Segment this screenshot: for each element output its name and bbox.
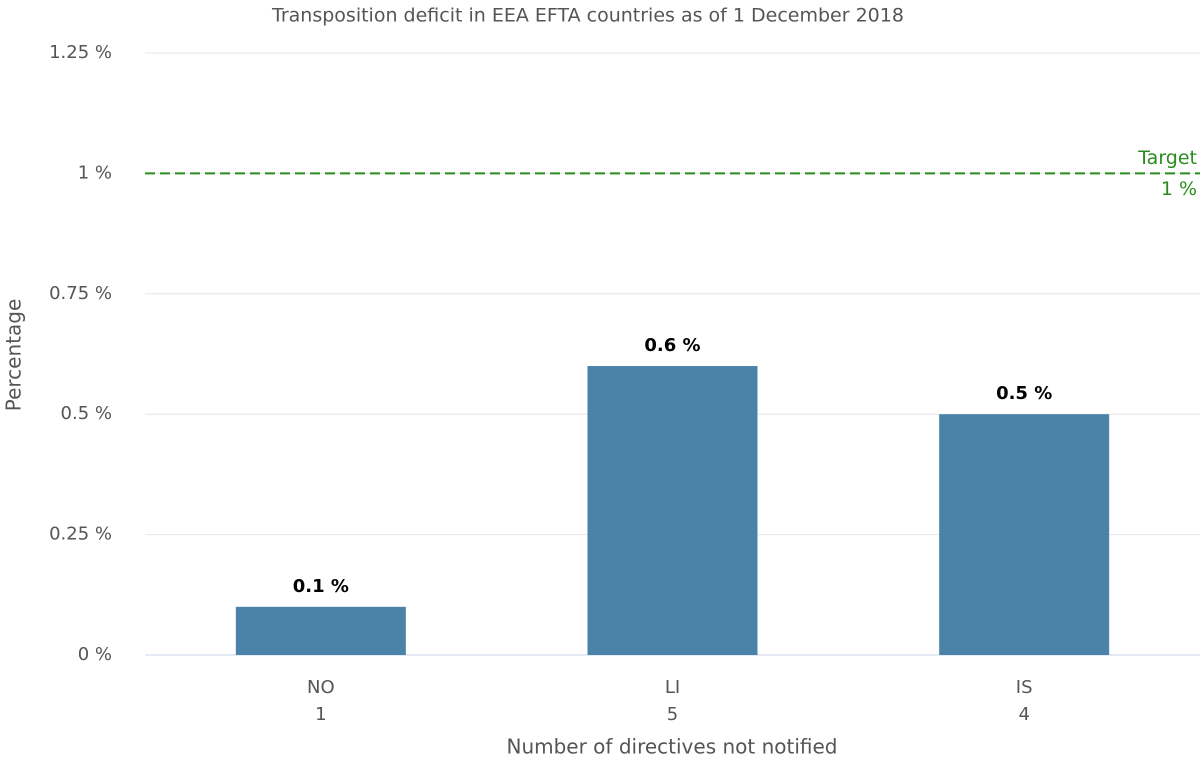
x-axis-title: Number of directives not notified	[506, 735, 837, 759]
y-tick-label: 0 %	[78, 644, 112, 665]
y-tick-label: 1.25 %	[49, 42, 112, 63]
x-tick-sublabel: 1	[315, 704, 326, 725]
y-axis-title: Percentage	[2, 299, 26, 412]
y-tick-label: 0.5 %	[61, 403, 112, 424]
data-label: 0.5 %	[996, 383, 1052, 404]
x-tick-label: LI	[665, 677, 680, 698]
bar	[939, 414, 1110, 655]
data-label: 0.1 %	[293, 576, 349, 597]
x-tick-label: IS	[1016, 677, 1033, 698]
bar	[587, 366, 758, 655]
data-label: 0.6 %	[644, 335, 700, 356]
bar	[235, 606, 406, 655]
chart-title: Transposition deficit in EEA EFTA countr…	[271, 5, 904, 27]
x-tick-sublabel: 4	[1018, 704, 1029, 725]
x-tick-sublabel: 5	[667, 704, 678, 725]
y-tick-label: 0.25 %	[49, 524, 112, 545]
target-value-label: 1 %	[1161, 178, 1197, 200]
target-label: Target	[1137, 147, 1197, 169]
y-tick-label: 1 %	[78, 162, 112, 183]
x-tick-label: NO	[307, 677, 335, 698]
y-tick-label: 0.75 %	[49, 283, 112, 304]
